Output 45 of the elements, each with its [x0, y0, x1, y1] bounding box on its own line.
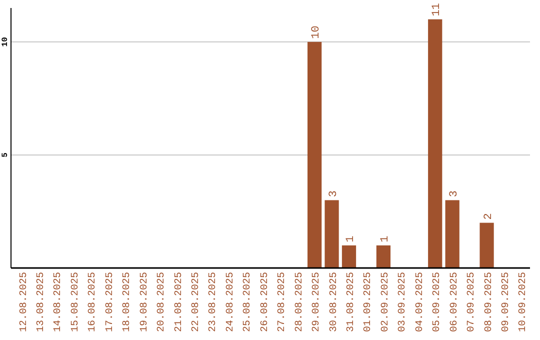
- data-label: 1: [345, 235, 357, 242]
- bar: [376, 245, 391, 268]
- x-tick-label: 16.08.2025: [88, 272, 99, 332]
- x-tick-label: 30.08.2025: [328, 272, 340, 332]
- x-tick-label: 13.08.2025: [36, 272, 48, 332]
- x-tick-label: 07.09.2025: [466, 272, 478, 332]
- data-label: 2: [482, 213, 495, 220]
- x-tick-label: 31.08.2025: [346, 272, 357, 332]
- x-tick-label: 27.08.2025: [277, 272, 288, 332]
- x-tick-label: 03.09.2025: [398, 272, 409, 332]
- x-tick-label: 29.08.2025: [312, 272, 323, 332]
- x-tick-label: 02.09.2025: [380, 272, 392, 332]
- data-label: 10: [310, 26, 323, 39]
- x-tick-label: 22.08.2025: [191, 272, 202, 332]
- data-label: 11: [431, 2, 444, 16]
- x-tick-label: 06.09.2025: [449, 272, 460, 332]
- x-tick-label: 20.08.2025: [156, 272, 168, 332]
- bar: [428, 19, 442, 268]
- x-tick-label: 21.08.2025: [174, 272, 185, 332]
- bar: [324, 200, 339, 268]
- x-tick-label: 15.08.2025: [70, 272, 82, 332]
- x-tick-label: 28.08.2025: [294, 272, 306, 332]
- x-tick-label: 25.08.2025: [242, 272, 254, 332]
- x-tick-label: 05.09.2025: [432, 272, 444, 332]
- x-tick-label: 19.08.2025: [139, 272, 150, 332]
- x-tick-label: 01.09.2025: [363, 272, 374, 332]
- x-tick-label: 08.09.2025: [484, 272, 495, 332]
- x-tick-label: 04.09.2025: [414, 272, 426, 332]
- bar: [342, 245, 356, 268]
- x-tick-label: 17.08.2025: [104, 272, 116, 332]
- data-label: 3: [448, 190, 460, 198]
- x-tick-label: 09.09.2025: [500, 272, 512, 332]
- data-label: 3: [328, 190, 340, 198]
- x-tick-label: 10.09.2025: [518, 272, 530, 332]
- bar: [307, 42, 322, 268]
- y-tick-label: 5: [1, 152, 10, 158]
- data-label: 1: [379, 235, 392, 242]
- x-tick-label: 14.08.2025: [53, 272, 64, 332]
- x-tick-label: 18.08.2025: [122, 272, 134, 332]
- x-tick-label: 26.08.2025: [260, 272, 271, 332]
- bar: [480, 222, 494, 268]
- x-tick-label: 23.08.2025: [208, 272, 220, 332]
- x-tick-label: 24.08.2025: [225, 272, 236, 332]
- bar: [445, 200, 460, 268]
- x-tick-label: 12.08.2025: [18, 272, 30, 332]
